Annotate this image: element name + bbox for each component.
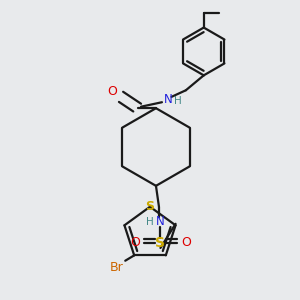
Text: N: N	[156, 215, 165, 228]
Text: Br: Br	[110, 261, 123, 274]
Text: O: O	[181, 236, 191, 249]
Text: O: O	[108, 85, 118, 98]
Text: N: N	[164, 93, 172, 106]
Text: H: H	[174, 96, 181, 106]
Text: S: S	[146, 200, 154, 213]
Text: O: O	[130, 236, 140, 249]
Text: H: H	[146, 217, 154, 227]
Text: S: S	[155, 236, 166, 250]
